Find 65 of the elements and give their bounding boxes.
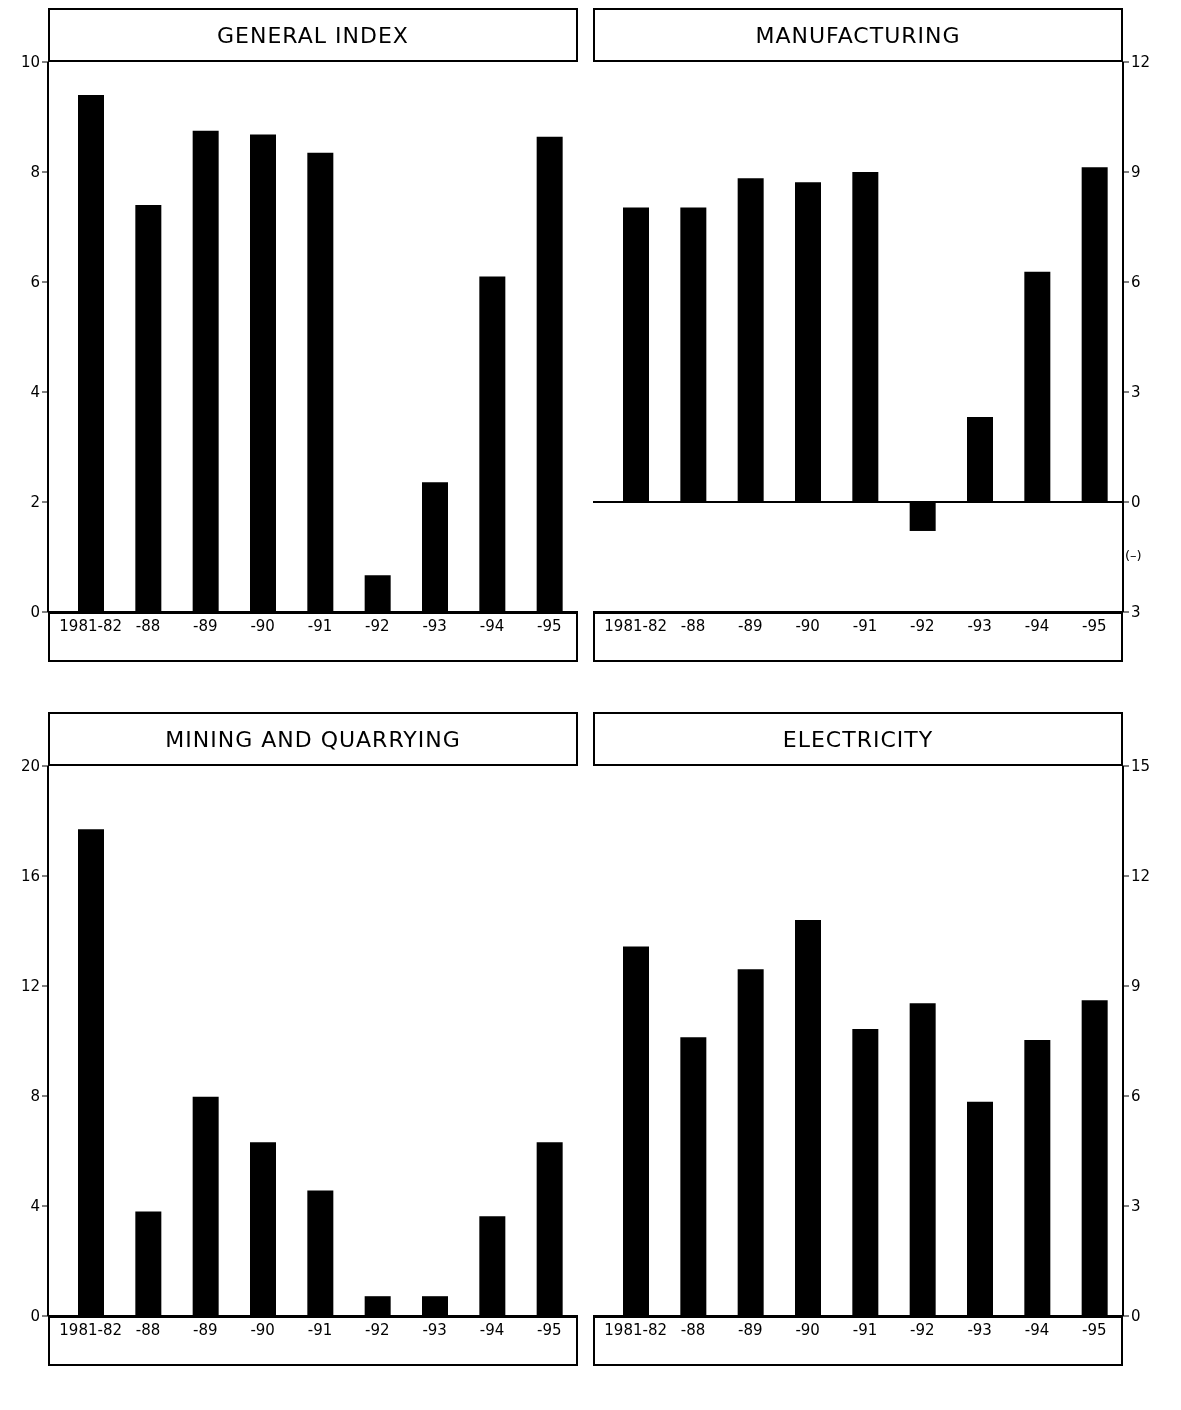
x-tick-label: -92 xyxy=(365,1320,390,1339)
chart-title: ELECTRICITY xyxy=(593,712,1123,766)
y-tick-label: 0 xyxy=(1131,493,1141,512)
x-tick-label: -93 xyxy=(422,616,447,635)
x-tick-label: -95 xyxy=(537,616,562,635)
y-tick-label: 12 xyxy=(1131,867,1151,886)
y-tick-label: 16 xyxy=(20,867,40,886)
y-tick-label: 0 xyxy=(30,1307,40,1326)
y-tick-label: 0 xyxy=(30,603,40,622)
y-tick-label: 9 xyxy=(1131,163,1141,182)
x-tick-label: -88 xyxy=(680,616,706,635)
x-tick-label: -89 xyxy=(193,616,218,635)
x-tick-label: -88 xyxy=(135,1320,161,1339)
y-tick-label: 10 xyxy=(20,53,40,72)
y-tick-label: 12 xyxy=(1131,53,1151,72)
y-tick-label: 15 xyxy=(1131,757,1151,776)
x-tick-label: -90 xyxy=(795,616,820,635)
x-tick-label: -90 xyxy=(795,1320,820,1339)
x-tick-label: -90 xyxy=(250,1320,275,1339)
x-tick-label: -94 xyxy=(479,616,505,635)
x-tick-label: -89 xyxy=(193,1320,218,1339)
chart-title: MINING AND QUARRYING xyxy=(48,712,578,766)
y-tick-label: 12 xyxy=(20,977,40,996)
y-tick-label: 8 xyxy=(30,163,40,182)
x-tick-label: -91 xyxy=(852,616,878,635)
y-tick-label: 0 xyxy=(1131,1307,1141,1326)
x-tick-label: -88 xyxy=(135,616,161,635)
y-tick-label: 8 xyxy=(30,1087,40,1106)
x-tick-label: -93 xyxy=(967,616,992,635)
x-tick-label: -95 xyxy=(1082,616,1107,635)
y-tick-label: 9 xyxy=(1131,977,1141,996)
x-tick-label: -94 xyxy=(479,1320,505,1339)
x-tick-label: -93 xyxy=(967,1320,992,1339)
x-tick-label: -92 xyxy=(910,1320,935,1339)
x-tick-label: -92 xyxy=(910,616,935,635)
x-tick-label: -91 xyxy=(307,616,333,635)
y-tick-label: 4 xyxy=(30,1197,40,1216)
x-tick-label: -94 xyxy=(1024,1320,1050,1339)
x-tick-label: -95 xyxy=(537,1320,562,1339)
y-tick-label: 2 xyxy=(30,493,40,512)
x-tick-label: 1981-82 xyxy=(604,1320,668,1339)
x-tick-label: 1981-82 xyxy=(59,1320,123,1339)
x-tick-label: -95 xyxy=(1082,1320,1107,1339)
x-tick-label: -92 xyxy=(365,616,390,635)
x-tick-label: -94 xyxy=(1024,616,1050,635)
x-tick-label: 1981-82 xyxy=(604,616,668,635)
y-tick-label: 3 xyxy=(1131,383,1141,402)
chart-title: MANUFACTURING xyxy=(593,8,1123,62)
y-tick-label: 6 xyxy=(30,273,40,292)
x-tick-label: -88 xyxy=(680,1320,706,1339)
x-tick-label: -89 xyxy=(738,1320,763,1339)
text: (–) xyxy=(1125,548,1142,563)
y-tick-label: 6 xyxy=(1131,1087,1141,1106)
y-tick-label: 20 xyxy=(20,757,40,776)
x-tick-label: -91 xyxy=(852,1320,878,1339)
y-tick-label: 4 xyxy=(30,383,40,402)
x-tick-label: -91 xyxy=(307,1320,333,1339)
chart-title: GENERAL INDEX xyxy=(48,8,578,62)
x-tick-label: 1981-82 xyxy=(59,616,123,635)
x-tick-label: -93 xyxy=(422,1320,447,1339)
y-tick-label: 3 xyxy=(1131,603,1141,622)
x-tick-label: -90 xyxy=(250,616,275,635)
x-tick-label: -89 xyxy=(738,616,763,635)
y-tick-label: 6 xyxy=(1131,273,1141,292)
y-tick-label: 3 xyxy=(1131,1197,1141,1216)
